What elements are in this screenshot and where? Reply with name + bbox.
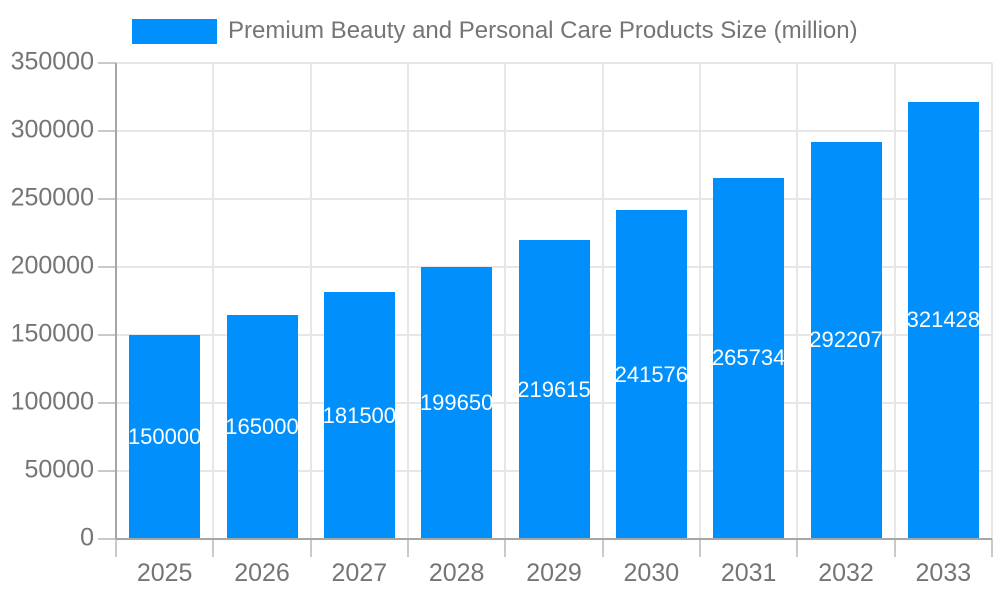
- y-axis-tick: [98, 538, 116, 540]
- y-axis-tick: [98, 402, 116, 404]
- y-axis-label: 150000: [10, 319, 94, 348]
- y-axis-tick: [98, 62, 116, 64]
- x-axis-tick: [309, 539, 312, 557]
- bar-2032[interactable]: [810, 141, 882, 538]
- gridline-vertical: [699, 63, 701, 539]
- y-axis-tick: [98, 266, 116, 268]
- gridline-vertical: [601, 63, 604, 539]
- x-axis-tick: [504, 539, 507, 557]
- gridline-vertical: [991, 63, 993, 539]
- legend-label: Premium Beauty and Personal Care Product…: [228, 17, 858, 44]
- gridline-horizontal: [116, 62, 992, 64]
- x-axis-label: 2030: [623, 559, 680, 587]
- legend-item[interactable]: Premium Beauty and Personal Care Product…: [132, 17, 858, 45]
- legend-swatch: [132, 18, 217, 44]
- x-axis-tick: [407, 539, 409, 557]
- bar-2027[interactable]: [323, 292, 395, 538]
- x-axis-label: 2032: [818, 559, 874, 587]
- y-axis-label: 250000: [10, 183, 94, 212]
- y-axis-label: 100000: [10, 387, 94, 416]
- x-axis-label: 2028: [428, 559, 485, 587]
- bar-2025[interactable]: [129, 335, 201, 538]
- y-axis-line: [115, 63, 117, 539]
- x-axis-tick: [893, 539, 896, 557]
- x-axis-tick: [699, 539, 701, 557]
- x-axis-line: [116, 538, 992, 540]
- x-axis-label: 2029: [526, 559, 582, 587]
- y-axis-tick: [98, 470, 116, 472]
- gridline-vertical: [407, 63, 409, 539]
- bar-2028[interactable]: [421, 267, 493, 538]
- bar-2030[interactable]: [615, 210, 687, 538]
- y-axis-label: 300000: [10, 115, 94, 144]
- y-axis-label: 350000: [10, 47, 94, 76]
- gridline-horizontal: [116, 130, 992, 132]
- x-axis-label: 2031: [720, 559, 777, 587]
- gridline-vertical: [893, 63, 896, 539]
- y-axis-tick: [98, 334, 116, 336]
- gridline-horizontal: [116, 198, 992, 200]
- x-axis-tick: [796, 539, 799, 557]
- bar-2031[interactable]: [713, 177, 785, 538]
- x-axis-tick: [115, 539, 117, 557]
- bar-2026[interactable]: [226, 314, 298, 538]
- y-axis-tick: [98, 198, 116, 200]
- x-axis-label: 2033: [915, 559, 972, 587]
- x-axis-label: 2026: [234, 559, 290, 587]
- gridline-vertical: [212, 63, 215, 539]
- y-axis-label: 0: [80, 523, 94, 552]
- x-axis-tick: [991, 539, 993, 557]
- bar-2033[interactable]: [907, 101, 979, 538]
- x-axis-tick: [212, 539, 215, 557]
- y-axis-label: 200000: [10, 251, 94, 280]
- x-axis-label: 2027: [331, 559, 388, 587]
- gridline-vertical: [309, 63, 312, 539]
- y-axis-label: 50000: [24, 455, 94, 484]
- gridline-vertical: [504, 63, 507, 539]
- x-axis-label: 2025: [136, 559, 193, 587]
- bar-2029[interactable]: [518, 240, 590, 538]
- x-axis-tick: [601, 539, 604, 557]
- y-axis-tick: [98, 130, 116, 132]
- gridline-vertical: [796, 63, 799, 539]
